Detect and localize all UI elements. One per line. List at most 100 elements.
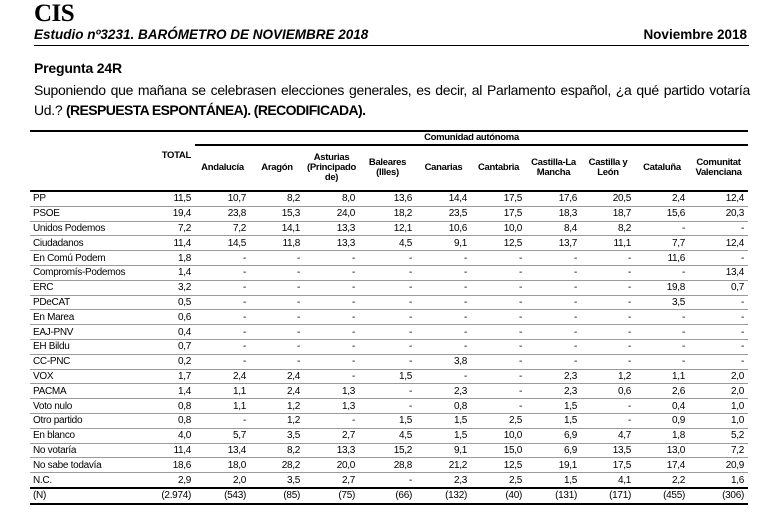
table-cell: -: [195, 413, 250, 429]
table-cell: -: [526, 339, 581, 355]
table-cell: 3,2: [142, 280, 195, 296]
table-cell: -: [359, 250, 416, 266]
table-cell: -: [581, 295, 635, 311]
table-cell: -: [195, 354, 250, 370]
table-cell: (455): [635, 487, 689, 505]
table-row: N.C. 2,9 2,0 3,5 2,7-2,3 2,5 1,5 4,1 2,2 1,6: [30, 472, 748, 489]
table-cell: 0,5: [142, 295, 195, 311]
table-cell: 2,3: [526, 369, 581, 385]
table-cell: 15,2: [359, 443, 416, 459]
table-cell: 17,6: [526, 191, 581, 207]
table-cell: (132): [416, 487, 471, 505]
table-cell: 0,7: [142, 339, 195, 355]
table-cell: 12,4: [689, 191, 748, 207]
table-row: CC-PNC 0,2- - - -3,8- - - - -: [30, 354, 748, 370]
row-label: (N): [30, 487, 142, 505]
table-cell: 2,4: [635, 191, 689, 207]
table-cell: 6,9: [526, 428, 581, 444]
table-cell: 13,3: [304, 235, 359, 252]
row-label: EH Bildu: [30, 339, 142, 355]
table-cell: 0,9: [635, 413, 689, 429]
table-cell: 11,5: [142, 191, 195, 207]
table-cell: 1,5: [416, 428, 471, 444]
table-cell: 12,5: [471, 235, 526, 252]
table-cell: 0,4: [635, 398, 689, 414]
table-cell: 4,5: [359, 428, 416, 444]
question-text: Suponiendo que mañana se celebrasen elec…: [34, 80, 750, 120]
table-cell: 19,8: [635, 280, 689, 296]
table-cell: -: [689, 339, 748, 355]
column-header: Cantabria: [471, 144, 526, 192]
table-cell: -: [304, 324, 359, 340]
row-label: PACMA: [30, 383, 142, 400]
table-cell: -: [471, 398, 526, 414]
column-header: Asturias (Principado de): [304, 144, 359, 192]
table-cell: 2,3: [526, 383, 581, 400]
table-cell: 1,2: [250, 413, 304, 429]
table-cell: -: [471, 354, 526, 370]
table-row: EAJ-PNV 0,4- - - - - - - - - -: [30, 324, 748, 340]
row-label: ERC: [30, 280, 142, 296]
table-cell: -: [635, 339, 689, 355]
table-cell: 1,6: [689, 472, 748, 489]
table-cell: 17,5: [581, 457, 635, 474]
table-cell: 3,5: [635, 295, 689, 311]
table-cell: -: [359, 280, 416, 296]
table-cell: 0,7: [689, 280, 748, 296]
table-cell: -: [471, 339, 526, 355]
row-label: CC-PNC: [30, 354, 142, 370]
table-cell: -: [359, 472, 416, 489]
table-cell: -: [250, 295, 304, 311]
table-cell: 18,2: [359, 206, 416, 222]
column-header: Castilla y León: [581, 144, 635, 192]
table-cell: -: [304, 295, 359, 311]
row-label: No votaría: [30, 443, 142, 459]
question-emphasis: (RESPUESTA ESPONTÁNEA). (RECODIFICADA).: [65, 102, 366, 118]
table-cell: 2,9: [142, 472, 195, 489]
table-cell: 20,3: [689, 206, 748, 222]
table-cell: -: [359, 324, 416, 340]
table-row: PP 11,5 10,7 8,2 8,0 13,6 14,4 17,5 17,6 20,5 2,4 1…: [30, 191, 748, 207]
table-cell: -: [581, 280, 635, 296]
table-cell: 13,6: [359, 191, 416, 207]
table-row: En blanco 4,0 5,7 3,5 2,7 4,5 1,5 10,0 6,9 4,7 1,8…: [30, 428, 748, 444]
table-cell: -: [526, 265, 581, 281]
question-title: Pregunta 24R: [34, 60, 122, 76]
table-cell: 11,4: [142, 443, 195, 459]
table-cell: -: [195, 295, 250, 311]
table-cell: 1,1: [195, 398, 250, 414]
table-cell: 15,6: [635, 206, 689, 222]
cis-logo: CIS: [34, 0, 75, 27]
table-cell: -: [471, 265, 526, 281]
column-header: Aragón: [250, 144, 304, 192]
row-label: En blanco: [30, 428, 142, 444]
table-cell: 1,5: [526, 472, 581, 489]
table-cell: 1,5: [416, 413, 471, 429]
table-cell: 3,5: [250, 472, 304, 489]
table-row: PDeCAT 0,5- - - - - - - -3,5-: [30, 295, 748, 311]
table-cell: 0,6: [581, 383, 635, 400]
column-header: Comunitat Valenciana: [689, 144, 748, 192]
table-row: No sabe todavía 18,6 18,0 28,2 20,0 28,8 21,2 1…: [30, 457, 748, 474]
table-cell: -: [195, 324, 250, 340]
table-row: ERC 3,2- - - - - - - -19,8 0,7: [30, 280, 748, 296]
table-cell: -: [581, 413, 635, 429]
table-cell: 1,5: [526, 413, 581, 429]
table-cell: 3,8: [416, 354, 471, 370]
table-cell: -: [471, 295, 526, 311]
table-cell: 17,5: [471, 206, 526, 222]
table-cell: 7,2: [689, 443, 748, 459]
table-cell: -: [689, 250, 748, 266]
table-cell: 2,4: [195, 369, 250, 385]
table-cell: 11,6: [635, 250, 689, 266]
table-cell: -: [250, 354, 304, 370]
table-row: VOX 1,7 2,4 2,4-1,5- -2,3 1,2 1,1 2,0: [30, 369, 748, 385]
table-cell: -: [416, 309, 471, 326]
row-label: N.C.: [30, 472, 142, 489]
table-cell: 7,7: [635, 235, 689, 252]
table-cell: -: [359, 398, 416, 414]
table-cell: -: [526, 354, 581, 370]
table-row: PSOE 19,4 23,8 15,3 24,0 18,2 23,5 17,5 18,3 18,7…: [30, 206, 748, 222]
table-cell: -: [416, 280, 471, 296]
table-cell: 1,0: [689, 398, 748, 414]
